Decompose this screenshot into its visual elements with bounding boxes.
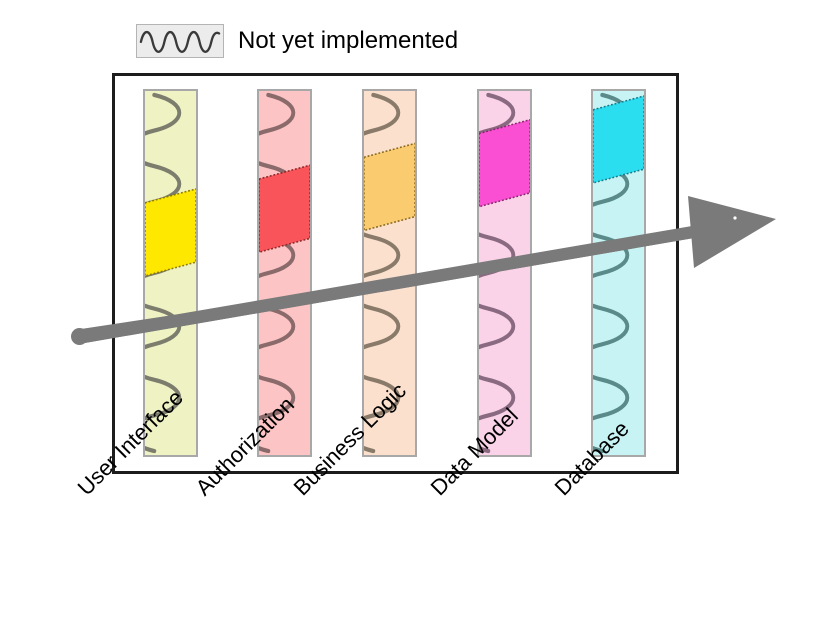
legend-label: Not yet implemented <box>238 27 459 54</box>
squiggle-wave-glyph <box>139 30 221 53</box>
column-data-model-graphic <box>479 91 530 455</box>
legend: Not yet implemented <box>136 24 458 58</box>
column-database[interactable] <box>591 89 646 457</box>
column-database-graphic <box>593 91 644 455</box>
squiggle-wave-icon <box>136 24 224 58</box>
